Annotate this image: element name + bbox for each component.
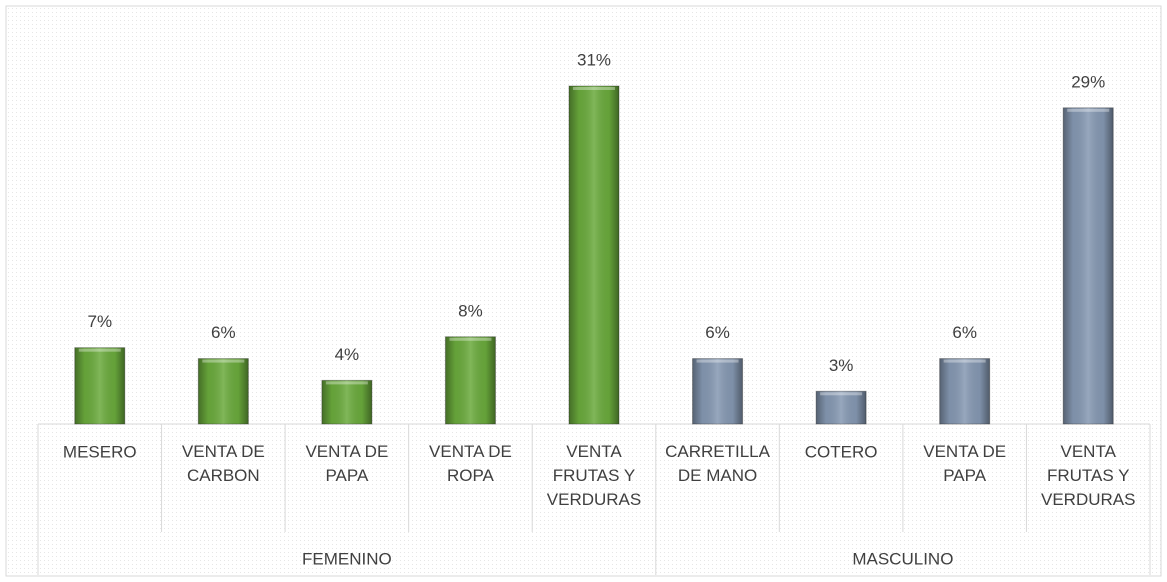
x-tick-label: VENTA DE PAPA (923, 442, 1006, 485)
x-tick-label: VENTA FRUTAS Y VERDURAS (1041, 442, 1135, 509)
x-tick-label: VENTA FRUTAS Y VERDURAS (547, 442, 641, 509)
bar-shade (692, 358, 743, 424)
bar-shade (321, 380, 372, 424)
bar-shade (198, 358, 249, 424)
bar-shade (816, 391, 867, 424)
value-label: 7% (87, 312, 112, 331)
value-label: 6% (705, 323, 730, 342)
value-label: 6% (952, 323, 977, 342)
bar-cap (78, 348, 121, 352)
bar-shade (939, 358, 990, 424)
bar-shade (74, 347, 125, 424)
bar-cap (1067, 108, 1110, 112)
group-label: FEMENINO (302, 549, 392, 568)
bar-shade (445, 336, 496, 424)
x-tick-label: VENTA DE ROPA (429, 442, 512, 485)
bar-shade (569, 86, 619, 424)
bar-cap (202, 359, 245, 363)
value-label: 4% (335, 345, 360, 364)
bar-cap (820, 392, 863, 396)
group-label: MASCULINO (852, 549, 953, 568)
value-label: 29% (1071, 72, 1105, 91)
bar-cap (325, 381, 368, 385)
value-label: 31% (577, 50, 611, 69)
x-tick-label: VENTA DE CARBON (182, 442, 265, 485)
x-tick-label: CARRETILLA DE MANO (665, 442, 771, 485)
x-tick-label: VENTA DE PAPA (305, 442, 388, 485)
value-label: 3% (829, 356, 854, 375)
value-label: 8% (458, 301, 483, 320)
x-tick-label: MESERO (63, 442, 137, 461)
bar-cap (696, 359, 739, 363)
bar-shade (1063, 107, 1114, 424)
bar-cap (573, 87, 615, 90)
x-tick-label: COTERO (805, 442, 878, 461)
bar-cap (943, 359, 986, 363)
value-label: 6% (211, 323, 236, 342)
bar-cap (449, 337, 492, 341)
